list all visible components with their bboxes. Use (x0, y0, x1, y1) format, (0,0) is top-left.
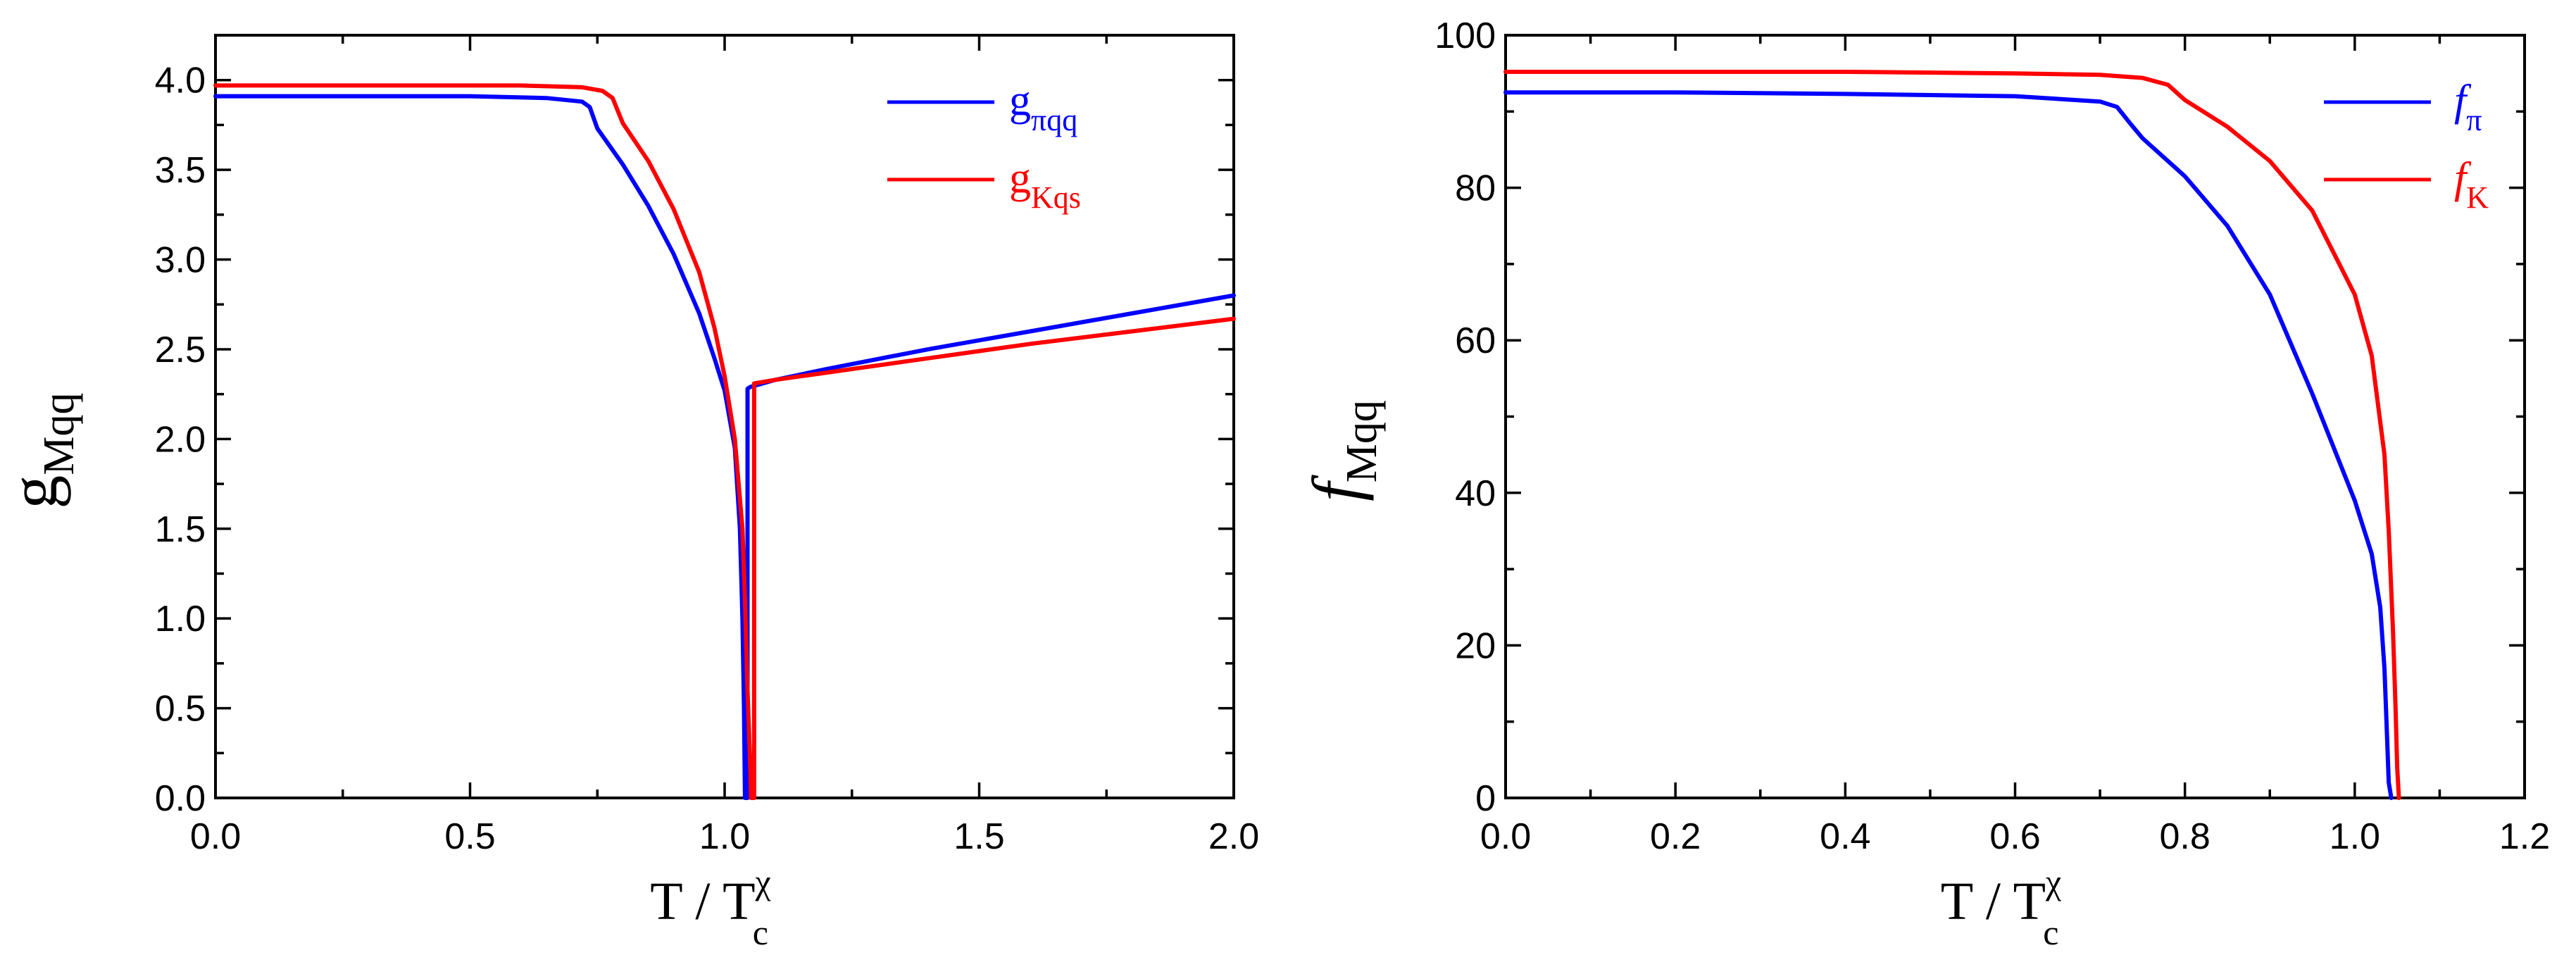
y-tick-label: 40 (1455, 473, 1496, 514)
y-tick-label: 0.5 (155, 689, 206, 730)
plot-frame (214, 34, 1235, 799)
left-chart-panel: 0.0 0.5 1.0 1.5 2.0 0.0 0.5 1.0 1.5 2.0 2.5 3.0 3.5 4… (0, 34, 1259, 952)
x-tick-label: 1.0 (699, 816, 750, 857)
y-tick-label: 0.0 (155, 778, 206, 819)
y-tick-label: 1.0 (155, 599, 206, 639)
x-tick-label: 0.5 (444, 816, 495, 857)
y-tick-label: 80 (1455, 168, 1496, 209)
plot-frame (1504, 34, 2526, 799)
y-tick-label: 1.5 (155, 509, 206, 550)
x-tick-label: 0.0 (1480, 816, 1531, 857)
y-axis-title: gMqq (0, 392, 83, 508)
y-tick-label: 4.0 (155, 61, 206, 101)
x-tick-label: 0.0 (190, 816, 241, 857)
x-tick-label: 1.5 (954, 816, 1004, 857)
series-line-f-π (1503, 90, 2394, 800)
series-line-f-K (1503, 70, 2401, 800)
y-tick-label: 3.0 (155, 240, 206, 281)
x-axis-title: T / Tχ c (650, 862, 770, 952)
series-line-g-πqq (213, 94, 1236, 800)
legend-label: fK (2454, 154, 2489, 215)
x-tick-label: 0.8 (2160, 816, 2211, 857)
x-tick-label: 1.0 (2330, 816, 2380, 857)
y-tick-label: 20 (1455, 625, 1496, 666)
right-chart-panel: 0.0 0.2 0.4 0.6 0.8 1.0 1.2 0 20 40 60 80 100 fπ fK T /… (1299, 15, 2550, 952)
x-tick-label: 2.0 (1208, 816, 1259, 857)
x-tick-label: 0.4 (1820, 816, 1870, 857)
x-tick-label: 0.6 (1989, 816, 2040, 857)
y-tick-label: 2.0 (155, 419, 206, 460)
x-tick-label: 1.2 (2499, 816, 2550, 857)
y-axis-title: fMqq (1299, 400, 1386, 501)
y-tick-label: 100 (1434, 15, 1496, 56)
legend-label: gKqs (1009, 154, 1081, 215)
y-tick-label: 3.5 (155, 150, 206, 191)
x-tick-label: 0.2 (1650, 816, 1701, 857)
y-tick-label: 2.5 (155, 330, 206, 370)
series-line-g-Kqs (213, 83, 1236, 800)
y-tick-label: 60 (1455, 320, 1496, 361)
legend-label: fπ (2454, 77, 2482, 137)
legend-label: gπqq (1009, 77, 1077, 137)
y-tick-label: 0 (1475, 778, 1496, 819)
x-axis-title: T / Tχ c (1941, 862, 2061, 952)
